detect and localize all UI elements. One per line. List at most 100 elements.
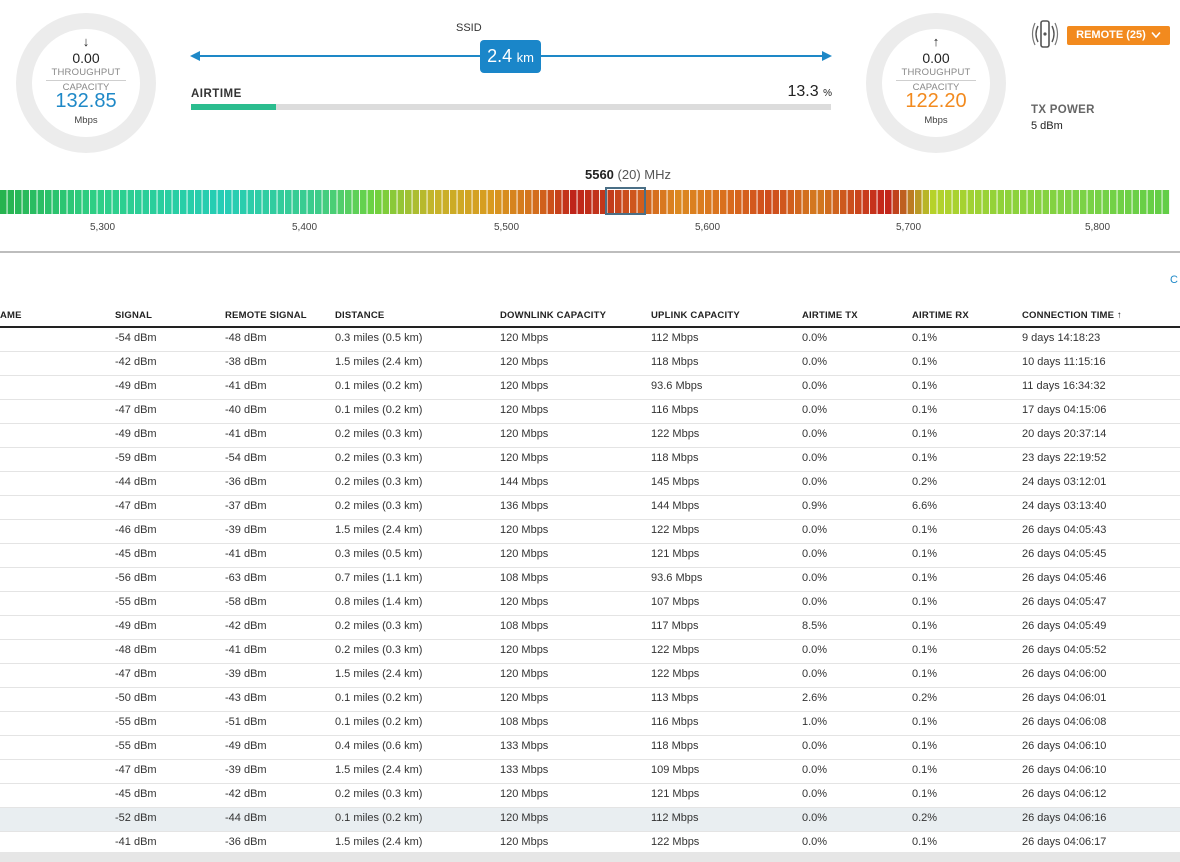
- spectrum-cell[interactable]: [780, 190, 787, 214]
- spectrum-cell[interactable]: [577, 190, 585, 214]
- spectrum-cell[interactable]: [1012, 190, 1020, 214]
- spectrum-cell[interactable]: [1087, 190, 1095, 214]
- table-row[interactable]: -55 dBm -58 dBm 0.8 miles (1.4 km) 120 Mbps…: [0, 592, 1180, 616]
- spectrum-cell[interactable]: [525, 190, 532, 214]
- spectrum-cell[interactable]: [337, 190, 345, 214]
- spectrum-cell[interactable]: [450, 190, 457, 214]
- spectrum-cell[interactable]: [480, 190, 487, 214]
- spectrum-cell[interactable]: [817, 190, 825, 214]
- spectrum-cell[interactable]: [997, 190, 1005, 214]
- spectrum-cell[interactable]: [847, 190, 855, 214]
- spectrum-cell[interactable]: [1110, 190, 1117, 214]
- spectrum-cell[interactable]: [427, 190, 435, 214]
- spectrum-cell[interactable]: [172, 190, 180, 214]
- spectrum-cell[interactable]: [990, 190, 997, 214]
- col-signal[interactable]: SIGNAL: [115, 310, 153, 321]
- spectrum-cell[interactable]: [420, 190, 427, 214]
- spectrum-cell[interactable]: [705, 190, 712, 214]
- spectrum-cell[interactable]: [727, 190, 735, 214]
- spectrum-cell[interactable]: [810, 190, 817, 214]
- table-row[interactable]: -45 dBm -42 dBm 0.2 miles (0.3 km) 120 Mbps…: [0, 784, 1180, 808]
- spectrum-cell[interactable]: [532, 190, 540, 214]
- spectrum-cell[interactable]: [22, 190, 30, 214]
- spectrum-cell[interactable]: [1140, 190, 1147, 214]
- spectrum-cell[interactable]: [30, 190, 37, 214]
- spectrum-cell[interactable]: [787, 190, 795, 214]
- spectrum-cell[interactable]: [472, 190, 480, 214]
- spectrum-cell[interactable]: [465, 190, 472, 214]
- spectrum-cell[interactable]: [412, 190, 420, 214]
- spectrum-cell[interactable]: [1147, 190, 1155, 214]
- spectrum-cell[interactable]: [142, 190, 150, 214]
- spectrum-cell[interactable]: [300, 190, 307, 214]
- spectrum-cell[interactable]: [1095, 190, 1102, 214]
- spectrum-cell[interactable]: [255, 190, 262, 214]
- spectrum-cell[interactable]: [1050, 190, 1057, 214]
- table-row[interactable]: -56 dBm -63 dBm 0.7 miles (1.1 km) 108 Mbps…: [0, 568, 1180, 592]
- spectrum-cell[interactable]: [360, 190, 367, 214]
- spectrum-cell[interactable]: [315, 190, 322, 214]
- spectrum-cell[interactable]: [210, 190, 217, 214]
- spectrum-cell[interactable]: [135, 190, 142, 214]
- spectrum-cell[interactable]: [982, 190, 990, 214]
- spectrum-cell[interactable]: [487, 190, 495, 214]
- spectrum-cell[interactable]: [1020, 190, 1027, 214]
- spectrum-cell[interactable]: [262, 190, 270, 214]
- spectrum-cell[interactable]: [225, 190, 232, 214]
- col-airtime-rx[interactable]: AIRTIME RX: [912, 310, 969, 321]
- spectrum-cell[interactable]: [90, 190, 97, 214]
- spectrum-cell[interactable]: [375, 190, 382, 214]
- spectrum-cell[interactable]: [7, 190, 15, 214]
- spectrum-cell[interactable]: [1117, 190, 1125, 214]
- spectrum-cell[interactable]: [765, 190, 772, 214]
- col-remote-signal[interactable]: REMOTE SIGNAL: [225, 310, 307, 321]
- spectrum-cell[interactable]: [877, 190, 885, 214]
- col-connection-time[interactable]: CONNECTION TIME ↑: [1022, 310, 1122, 321]
- spectrum-cell[interactable]: [622, 190, 630, 214]
- spectrum-cell[interactable]: [570, 190, 577, 214]
- spectrum-cell[interactable]: [120, 190, 127, 214]
- spectrum-cell[interactable]: [495, 190, 502, 214]
- table-row[interactable]: -54 dBm -48 dBm 0.3 miles (0.5 km) 120 Mbps…: [0, 328, 1180, 352]
- spectrum-cell[interactable]: [855, 190, 862, 214]
- spectrum-cell[interactable]: [1102, 190, 1110, 214]
- spectrum-cell[interactable]: [922, 190, 930, 214]
- spectrum-cell[interactable]: [292, 190, 300, 214]
- table-row[interactable]: -44 dBm -36 dBm 0.2 miles (0.3 km) 144 Mbps…: [0, 472, 1180, 496]
- spectrum-cell[interactable]: [547, 190, 555, 214]
- spectrum-cell[interactable]: [405, 190, 412, 214]
- spectrum-cell[interactable]: [712, 190, 720, 214]
- spectrum-cell[interactable]: [97, 190, 105, 214]
- spectrum-cell[interactable]: [652, 190, 660, 214]
- table-row[interactable]: -42 dBm -38 dBm 1.5 miles (2.4 km) 120 Mbps…: [0, 352, 1180, 376]
- col-airtime-tx[interactable]: AIRTIME TX: [802, 310, 858, 321]
- spectrum-cell[interactable]: [1042, 190, 1050, 214]
- table-row[interactable]: -49 dBm -41 dBm 0.2 miles (0.3 km) 120 Mbps…: [0, 424, 1180, 448]
- table-row[interactable]: -45 dBm -41 dBm 0.3 miles (0.5 km) 120 Mbps…: [0, 544, 1180, 568]
- spectrum-cell[interactable]: [52, 190, 60, 214]
- spectrum-cell[interactable]: [802, 190, 810, 214]
- spectrum-cell[interactable]: [390, 190, 397, 214]
- spectrum-cell[interactable]: [697, 190, 705, 214]
- columns-link[interactable]: C: [1170, 274, 1178, 286]
- spectrum-cell[interactable]: [945, 190, 952, 214]
- spectrum-cell[interactable]: [637, 190, 645, 214]
- frequency-spectrum[interactable]: [0, 190, 1170, 214]
- spectrum-cell[interactable]: [247, 190, 255, 214]
- col-uplink-capacity[interactable]: UPLINK CAPACITY: [651, 310, 740, 321]
- spectrum-cell[interactable]: [1065, 190, 1072, 214]
- spectrum-cell[interactable]: [1132, 190, 1140, 214]
- table-row[interactable]: -47 dBm -40 dBm 0.1 miles (0.2 km) 120 Mbps…: [0, 400, 1180, 424]
- spectrum-cell[interactable]: [322, 190, 330, 214]
- spectrum-cell[interactable]: [1057, 190, 1065, 214]
- table-row[interactable]: -47 dBm -39 dBm 1.5 miles (2.4 km) 133 Mbps…: [0, 760, 1180, 784]
- spectrum-cell[interactable]: [645, 190, 652, 214]
- spectrum-cell[interactable]: [585, 190, 592, 214]
- spectrum-cell[interactable]: [127, 190, 135, 214]
- spectrum-cell[interactable]: [45, 190, 52, 214]
- spectrum-cell[interactable]: [517, 190, 525, 214]
- table-row[interactable]: -41 dBm -36 dBm 1.5 miles (2.4 km) 120 Mbps…: [0, 832, 1180, 856]
- spectrum-cell[interactable]: [187, 190, 195, 214]
- table-row[interactable]: -50 dBm -43 dBm 0.1 miles (0.2 km) 120 Mbps…: [0, 688, 1180, 712]
- spectrum-cell[interactable]: [592, 190, 600, 214]
